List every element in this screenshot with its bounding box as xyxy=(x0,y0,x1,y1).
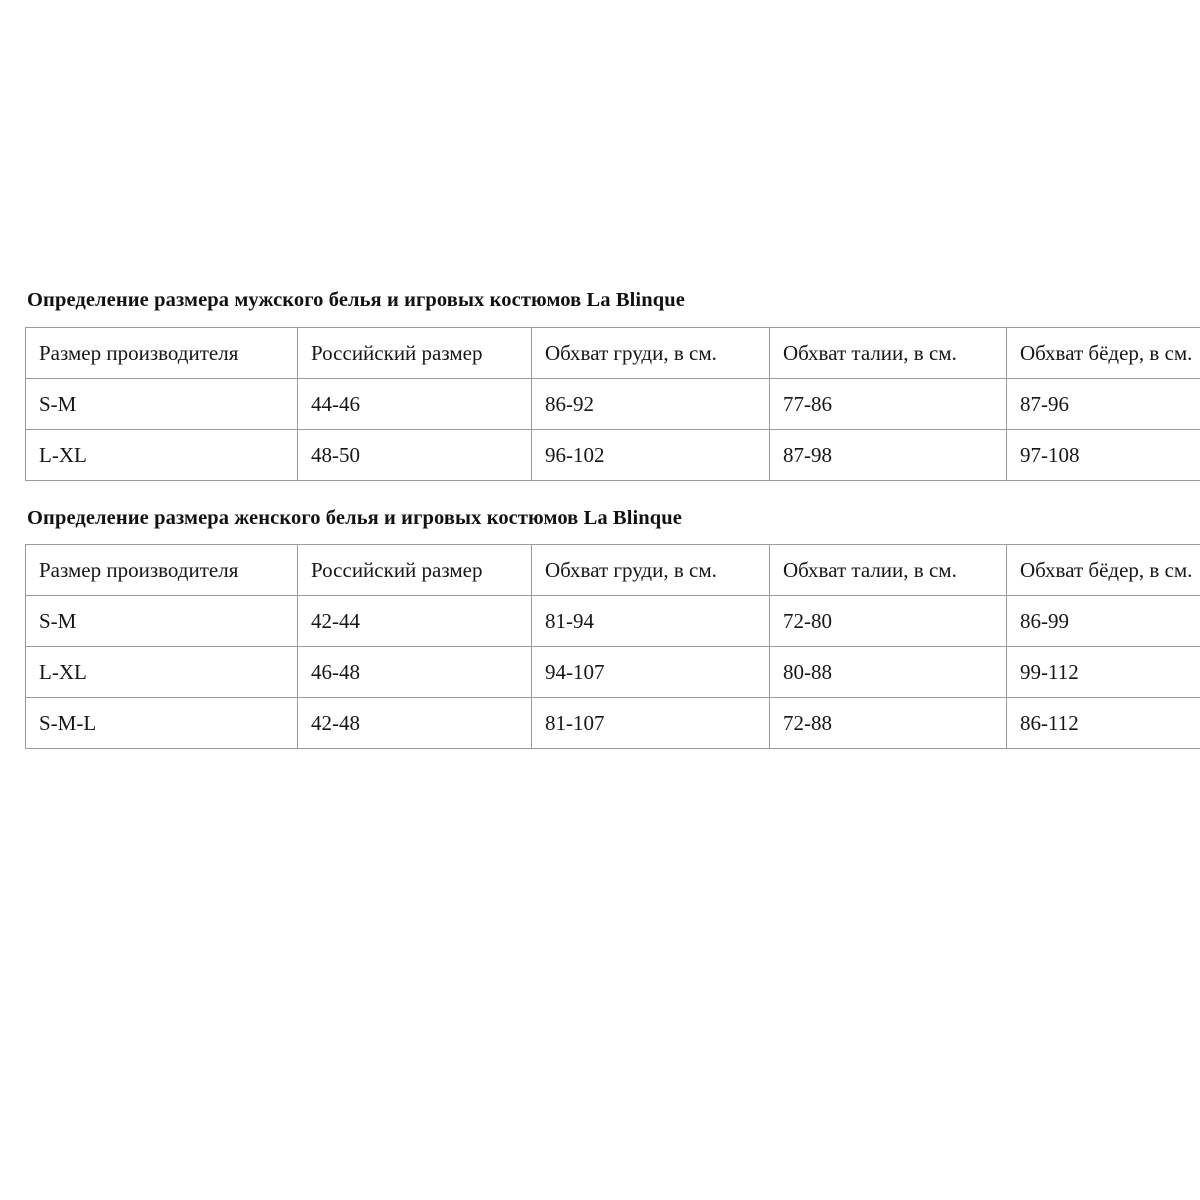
cell-hips: 97-108 xyxy=(1006,428,1200,481)
table-row: L-XL 46-48 94-107 80-88 99-112 xyxy=(25,646,1200,699)
size-guide-content: Определение размера мужского белья и игр… xyxy=(25,288,1200,750)
table-row: L-XL 48-50 96-102 87-98 97-108 xyxy=(25,428,1200,481)
section-womens-sizing: Определение размера женского белья и игр… xyxy=(25,506,1200,750)
cell-russian-size: 42-44 xyxy=(297,595,532,648)
cell-manufacturer-size: S-M xyxy=(25,595,298,648)
cell-chest: 81-94 xyxy=(531,595,770,648)
cell-russian-size: 42-48 xyxy=(297,697,532,750)
table-row: S-M 42-44 81-94 72-80 86-99 xyxy=(25,595,1200,648)
womens-size-table: Размер производителя Российский размер О… xyxy=(25,544,1200,750)
cell-chest: 96-102 xyxy=(531,428,770,481)
table-row: S-M 44-46 86-92 77-86 87-96 xyxy=(25,377,1200,430)
column-header-manufacturer-size: Размер производителя xyxy=(25,326,298,379)
table-row: S-M-L 42-48 81-107 72-88 86-112 xyxy=(25,697,1200,750)
column-header-russian-size: Российский размер xyxy=(297,326,532,379)
cell-waist: 87-98 xyxy=(769,428,1007,481)
column-header-manufacturer-size: Размер производителя xyxy=(25,544,298,597)
cell-hips: 99-112 xyxy=(1006,646,1200,699)
table-header-row: Размер производителя Российский размер О… xyxy=(25,326,1200,379)
cell-russian-size: 46-48 xyxy=(297,646,532,699)
section-mens-sizing: Определение размера мужского белья и игр… xyxy=(25,288,1200,481)
cell-chest: 94-107 xyxy=(531,646,770,699)
cell-waist: 72-88 xyxy=(769,697,1007,750)
page-title-mens: Определение размера мужского белья и игр… xyxy=(27,289,685,311)
cell-russian-size: 44-46 xyxy=(297,377,532,430)
cell-manufacturer-size: L-XL xyxy=(25,428,298,481)
cell-chest: 81-107 xyxy=(531,697,770,750)
table-header-row: Размер производителя Российский размер О… xyxy=(25,544,1200,597)
cell-hips: 86-99 xyxy=(1006,595,1200,648)
cell-waist: 80-88 xyxy=(769,646,1007,699)
column-header-hips: Обхват бёдер, в см. xyxy=(1006,544,1200,597)
page-title-womens: Определение размера женского белья и игр… xyxy=(27,506,682,529)
cell-hips: 86-112 xyxy=(1006,697,1200,750)
column-header-waist: Обхват талии, в см. xyxy=(769,326,1007,379)
column-header-chest: Обхват груди, в см. xyxy=(531,326,770,379)
column-header-waist: Обхват талии, в см. xyxy=(769,544,1007,597)
cell-chest: 86-92 xyxy=(531,377,770,430)
cell-manufacturer-size: S-M-L xyxy=(25,697,298,750)
cell-manufacturer-size: L-XL xyxy=(25,646,298,699)
cell-manufacturer-size: S-M xyxy=(25,377,298,430)
cell-russian-size: 48-50 xyxy=(297,428,532,481)
cell-waist: 77-86 xyxy=(769,377,1007,430)
cell-waist: 72-80 xyxy=(769,595,1007,648)
column-header-russian-size: Российский размер xyxy=(297,544,532,597)
column-header-hips: Обхват бёдер, в см. xyxy=(1006,326,1200,379)
mens-size-table: Размер производителя Российский размер О… xyxy=(25,326,1200,481)
cell-hips: 87-96 xyxy=(1006,377,1200,430)
column-header-chest: Обхват груди, в см. xyxy=(531,544,770,597)
